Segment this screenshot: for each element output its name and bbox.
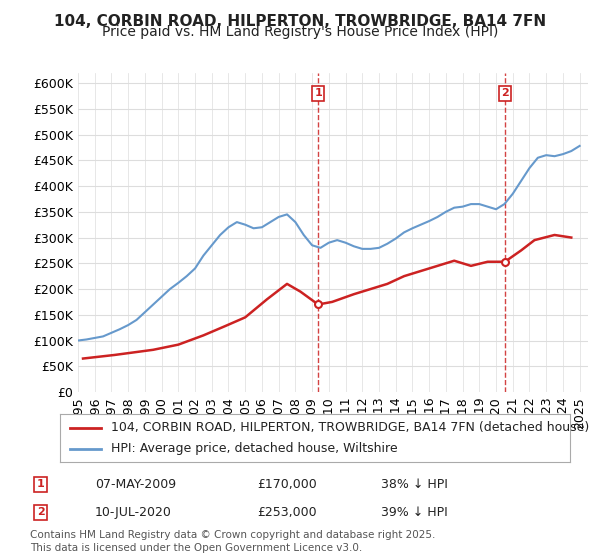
Text: £253,000: £253,000: [257, 506, 316, 519]
Text: 38% ↓ HPI: 38% ↓ HPI: [381, 478, 448, 491]
Text: 1: 1: [314, 88, 322, 99]
Text: 10-JUL-2020: 10-JUL-2020: [95, 506, 172, 519]
Text: 1: 1: [37, 479, 44, 489]
Text: HPI: Average price, detached house, Wiltshire: HPI: Average price, detached house, Wilt…: [111, 442, 398, 455]
Text: 104, CORBIN ROAD, HILPERTON, TROWBRIDGE, BA14 7FN: 104, CORBIN ROAD, HILPERTON, TROWBRIDGE,…: [54, 14, 546, 29]
Text: 2: 2: [501, 88, 509, 99]
Text: 104, CORBIN ROAD, HILPERTON, TROWBRIDGE, BA14 7FN (detached house): 104, CORBIN ROAD, HILPERTON, TROWBRIDGE,…: [111, 421, 589, 434]
Text: £170,000: £170,000: [257, 478, 317, 491]
Text: 2: 2: [37, 507, 44, 517]
Text: 07-MAY-2009: 07-MAY-2009: [95, 478, 176, 491]
Text: 39% ↓ HPI: 39% ↓ HPI: [381, 506, 448, 519]
Text: Price paid vs. HM Land Registry's House Price Index (HPI): Price paid vs. HM Land Registry's House …: [102, 25, 498, 39]
Text: Contains HM Land Registry data © Crown copyright and database right 2025.
This d: Contains HM Land Registry data © Crown c…: [30, 530, 436, 553]
